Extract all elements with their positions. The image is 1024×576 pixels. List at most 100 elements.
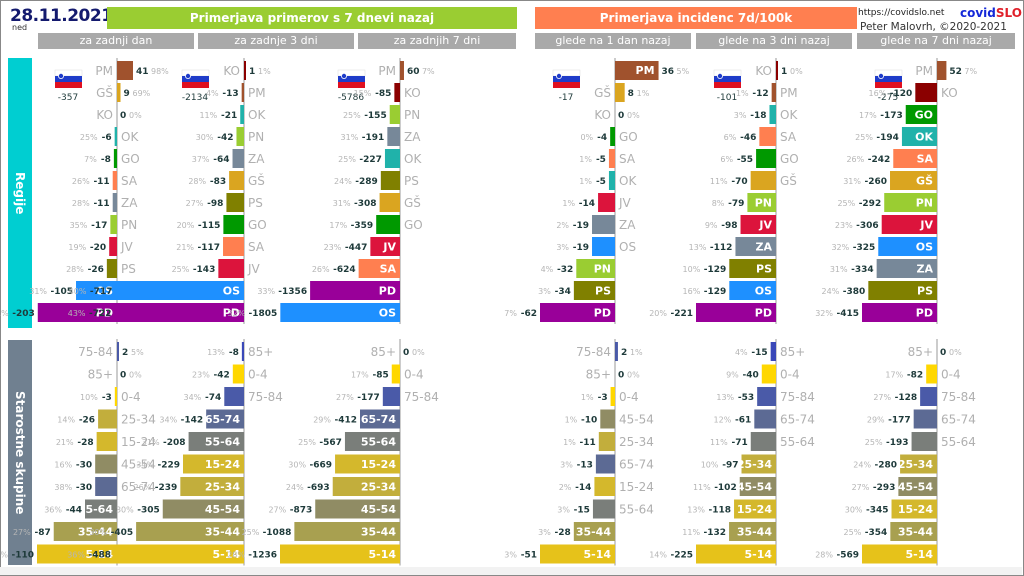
bar-percent-label: 1% (579, 177, 592, 186)
bar-value-label: 2 (122, 348, 128, 358)
slovenia-flag-icon (553, 76, 580, 82)
bar-category-label: 5-14 (85, 548, 113, 561)
bar-category-label: 65-74 (941, 413, 976, 427)
bar-value-label: -8 (101, 155, 111, 165)
bar-category-label: GŠ (594, 85, 611, 100)
bar-category-label: KO (404, 86, 421, 100)
bar (310, 281, 400, 300)
bar-value-label: 0 (618, 371, 624, 381)
bar-percent-label: 38% (54, 483, 72, 492)
bar-category-label: 45-54 (361, 503, 397, 516)
bar (739, 477, 776, 496)
bar-value-label: -14 (575, 483, 591, 493)
bar-percent-label: 28% (66, 265, 84, 274)
bar-percent-label: 16% (869, 89, 887, 98)
bar-category-label: 85+ (780, 345, 805, 359)
bar (379, 193, 400, 212)
date-label: 28.11.2021 (10, 6, 113, 26)
bar-category-label: 0-4 (248, 368, 268, 382)
bar-category-label: KO (755, 64, 772, 78)
bar-percent-label: 31% (843, 177, 861, 186)
bar-percent-label: 23% (192, 371, 210, 380)
bar-percent-label: 30% (196, 133, 214, 142)
bar (573, 281, 615, 300)
bar-value-label: -30 (76, 483, 92, 493)
bar (117, 61, 133, 80)
bar-category-label: OK (619, 174, 637, 188)
bar-value-label: -102 (714, 483, 737, 493)
bar-percent-label: 0% (580, 133, 593, 142)
bar (592, 237, 615, 256)
bar-value-label: -1236 (248, 551, 277, 561)
bar-percent-label: 21% (176, 243, 194, 252)
bar-percent-label: 8% (712, 199, 725, 208)
bar (592, 499, 615, 519)
site-url-link[interactable]: https://covidslo.net (858, 8, 945, 18)
bar-category-label: GO (121, 152, 140, 166)
bar (224, 387, 244, 406)
total-label: -17 (559, 93, 574, 103)
bar-value-label: -1088 (263, 528, 292, 538)
bar (315, 499, 400, 519)
bar-value-label: -405 (111, 528, 134, 538)
bar-category-label: GO (915, 109, 933, 122)
bar (335, 454, 400, 474)
bar (735, 237, 776, 256)
slovenia-flag-icon (340, 73, 347, 80)
bar (750, 171, 776, 190)
bar-category-label: GŠ (780, 173, 797, 188)
bar-category-label: OS (755, 285, 772, 298)
bar (115, 281, 245, 300)
bar-percent-label: 3% (538, 528, 551, 537)
bar-percent-label: 21% (56, 438, 74, 447)
bar (754, 409, 776, 429)
bar-category-label: 45-54 (619, 413, 654, 427)
bar (926, 364, 937, 384)
bar-value-label: -120 (890, 89, 913, 99)
bar (114, 303, 244, 322)
bar-value-label: -225 (670, 551, 693, 561)
bar-percent-label: 1% (562, 199, 575, 208)
bar (394, 83, 400, 102)
bar-category-label: GO (248, 218, 267, 232)
bar-value-label: -11 (580, 438, 596, 448)
bar-category-label: PD (755, 307, 772, 320)
bar-category-label: JV (120, 240, 134, 254)
bar-category-label: 65-74 (205, 413, 241, 426)
day-of-week: ned (12, 23, 28, 32)
bar-value-label: -129 (704, 287, 727, 297)
bar-percent-label: 13% (687, 506, 705, 515)
bar-percent-label: 3% (538, 287, 551, 296)
bar (573, 522, 615, 541)
bar-category-label: 15-24 (898, 503, 934, 516)
bar-category-label: 45-54 (121, 458, 156, 472)
bar-category-label: 0-4 (941, 368, 961, 382)
bar-category-label: 65-74 (121, 480, 156, 494)
bar-value-label: -32 (557, 265, 573, 275)
bar-category-label: OK (915, 131, 933, 144)
bar-category-label: PS (404, 174, 419, 188)
bar-percent-label: 1% (579, 155, 592, 164)
bar-percent-label: 30% (845, 506, 863, 515)
bar (770, 342, 776, 361)
bar-value-label: -669 (310, 461, 333, 471)
slovenia-flag-icon (553, 82, 580, 88)
bar (913, 409, 937, 429)
bar-percent-label: 28% (72, 199, 90, 208)
bar-value-label: -873 (290, 506, 313, 516)
bar-percent-label: 34% (136, 461, 154, 470)
bar (729, 522, 776, 541)
slovenia-flag-icon (182, 76, 209, 82)
bar-value-label: -293 (873, 483, 896, 493)
bar-value-label: -42 (214, 371, 230, 381)
bar-percent-label: 10% (701, 461, 719, 470)
bar-category-label: KO (941, 86, 958, 100)
bar-percent-label: 0% (412, 348, 425, 357)
author-credit: Peter Malovrh, ©2020-2021 (860, 21, 1007, 33)
bar-percent-label: 27% (186, 199, 204, 208)
bar-percent-label: 5% (131, 348, 144, 357)
bar-value-label: 60 (407, 67, 420, 77)
bar-percent-label: 7% (964, 67, 977, 76)
slovenia-flag-icon (717, 73, 724, 80)
bar-value-label: -42 (217, 133, 233, 143)
